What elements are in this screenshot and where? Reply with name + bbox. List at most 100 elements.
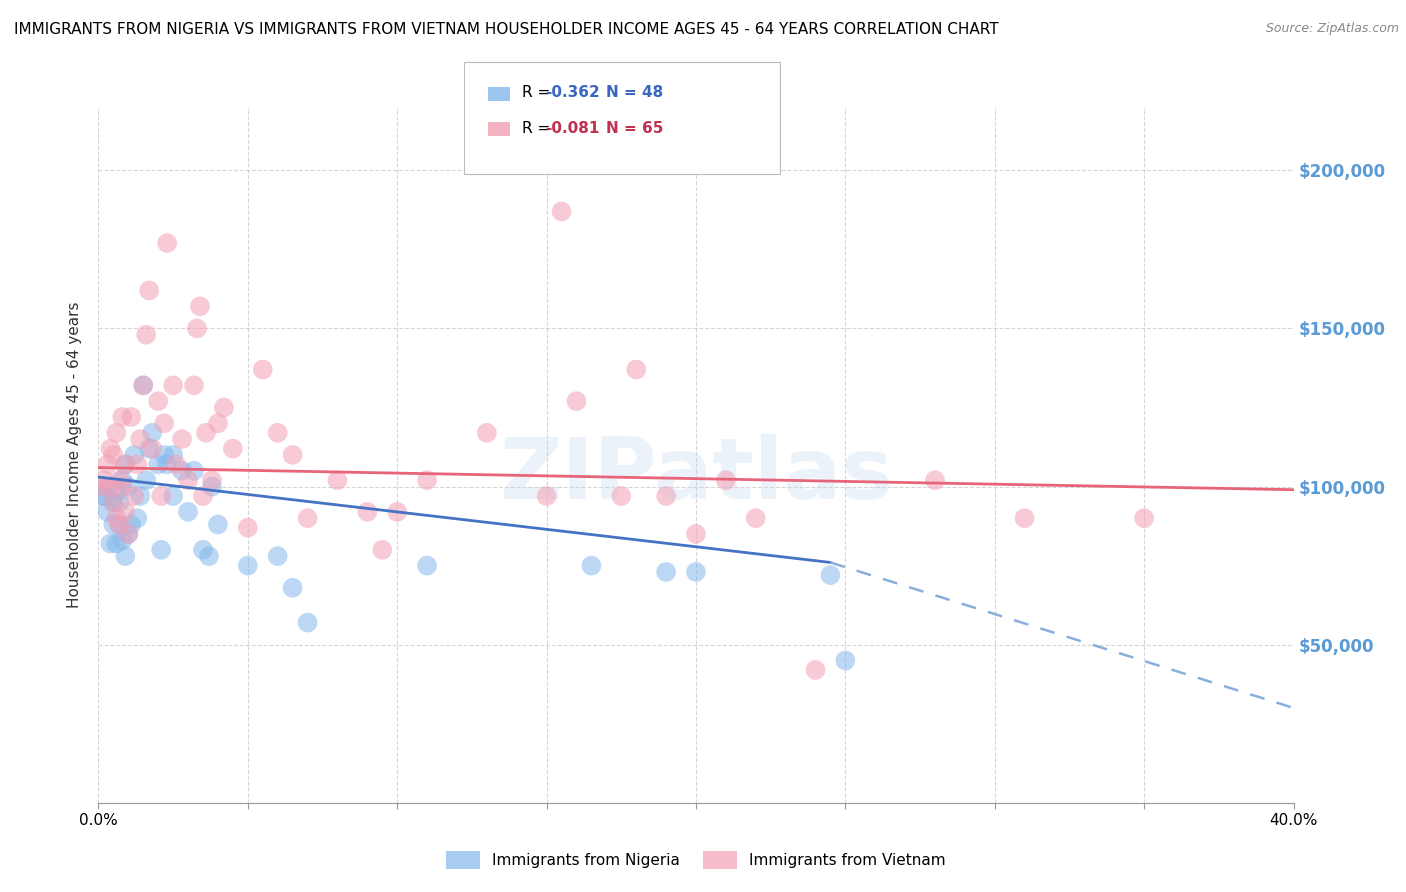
Point bbox=[117, 527, 139, 541]
Point bbox=[148, 394, 170, 409]
Point bbox=[108, 473, 131, 487]
Point bbox=[96, 479, 118, 493]
Point bbox=[141, 425, 163, 440]
Point bbox=[281, 448, 304, 462]
Point bbox=[191, 489, 214, 503]
Point bbox=[162, 448, 184, 462]
Point bbox=[108, 517, 131, 532]
Point bbox=[111, 409, 134, 424]
Text: ZIPatlas: ZIPatlas bbox=[499, 434, 893, 517]
Point bbox=[536, 489, 558, 503]
Point bbox=[96, 458, 118, 472]
Point bbox=[183, 378, 205, 392]
Point bbox=[297, 511, 319, 525]
Point bbox=[177, 505, 200, 519]
Point bbox=[1133, 511, 1156, 525]
Text: N = 48: N = 48 bbox=[606, 86, 664, 100]
Point bbox=[371, 542, 394, 557]
Point bbox=[834, 653, 856, 667]
Point bbox=[222, 442, 245, 456]
Point bbox=[685, 527, 707, 541]
Point bbox=[108, 517, 131, 532]
Point bbox=[90, 489, 112, 503]
Legend: Immigrants from Nigeria, Immigrants from Vietnam: Immigrants from Nigeria, Immigrants from… bbox=[440, 846, 952, 875]
Point bbox=[685, 565, 707, 579]
Point bbox=[103, 495, 125, 509]
Point bbox=[103, 517, 125, 532]
Point bbox=[114, 505, 136, 519]
Point bbox=[186, 321, 208, 335]
Point bbox=[172, 432, 194, 446]
Point bbox=[108, 495, 131, 509]
Point bbox=[105, 425, 128, 440]
Point bbox=[135, 327, 157, 342]
Point bbox=[416, 473, 439, 487]
Point bbox=[114, 549, 136, 563]
Point bbox=[550, 204, 572, 219]
Point bbox=[820, 568, 842, 582]
Point bbox=[207, 417, 229, 431]
Point bbox=[165, 458, 187, 472]
Point bbox=[100, 479, 122, 493]
Point bbox=[267, 425, 290, 440]
Text: Source: ZipAtlas.com: Source: ZipAtlas.com bbox=[1265, 22, 1399, 36]
Point bbox=[93, 489, 115, 503]
Y-axis label: Householder Income Ages 45 - 64 years: Householder Income Ages 45 - 64 years bbox=[67, 301, 83, 608]
Point bbox=[132, 378, 155, 392]
Point bbox=[356, 505, 378, 519]
Text: R =: R = bbox=[522, 86, 555, 100]
Point bbox=[326, 473, 349, 487]
Point bbox=[195, 425, 218, 440]
Point bbox=[201, 473, 224, 487]
Point bbox=[610, 489, 633, 503]
Point bbox=[105, 486, 128, 500]
Point bbox=[111, 473, 134, 487]
Text: -0.081: -0.081 bbox=[546, 121, 600, 136]
Point bbox=[162, 489, 184, 503]
Point bbox=[100, 442, 122, 456]
Point bbox=[135, 473, 157, 487]
Point bbox=[655, 489, 678, 503]
Point bbox=[114, 458, 136, 472]
Point bbox=[626, 362, 648, 376]
Point bbox=[297, 615, 319, 630]
Point bbox=[120, 517, 142, 532]
Point bbox=[90, 479, 112, 493]
Point bbox=[93, 473, 115, 487]
Text: N = 65: N = 65 bbox=[606, 121, 664, 136]
Point bbox=[198, 549, 221, 563]
Point bbox=[655, 565, 678, 579]
Point bbox=[236, 558, 259, 573]
Text: -0.362: -0.362 bbox=[546, 86, 600, 100]
Point bbox=[100, 536, 122, 550]
Point bbox=[103, 495, 125, 509]
Point bbox=[127, 458, 149, 472]
Point bbox=[267, 549, 290, 563]
Point bbox=[156, 235, 179, 250]
Point bbox=[150, 489, 173, 503]
Point bbox=[117, 479, 139, 493]
Point bbox=[111, 479, 134, 493]
Point bbox=[188, 299, 211, 313]
Point bbox=[475, 425, 498, 440]
Point bbox=[745, 511, 768, 525]
Point bbox=[565, 394, 588, 409]
Point bbox=[385, 505, 409, 519]
Point bbox=[177, 473, 200, 487]
Point bbox=[201, 479, 224, 493]
Point bbox=[183, 464, 205, 478]
Point bbox=[103, 448, 125, 462]
Text: IMMIGRANTS FROM NIGERIA VS IMMIGRANTS FROM VIETNAM HOUSEHOLDER INCOME AGES 45 - : IMMIGRANTS FROM NIGERIA VS IMMIGRANTS FR… bbox=[14, 22, 998, 37]
Point bbox=[105, 511, 128, 525]
Point bbox=[212, 401, 235, 415]
Point bbox=[172, 464, 194, 478]
Point bbox=[148, 458, 170, 472]
Point bbox=[150, 542, 173, 557]
Point bbox=[281, 581, 304, 595]
Point bbox=[141, 442, 163, 456]
Point bbox=[138, 284, 160, 298]
Point bbox=[120, 409, 142, 424]
Point bbox=[207, 517, 229, 532]
Point bbox=[804, 663, 827, 677]
Point bbox=[117, 527, 139, 541]
